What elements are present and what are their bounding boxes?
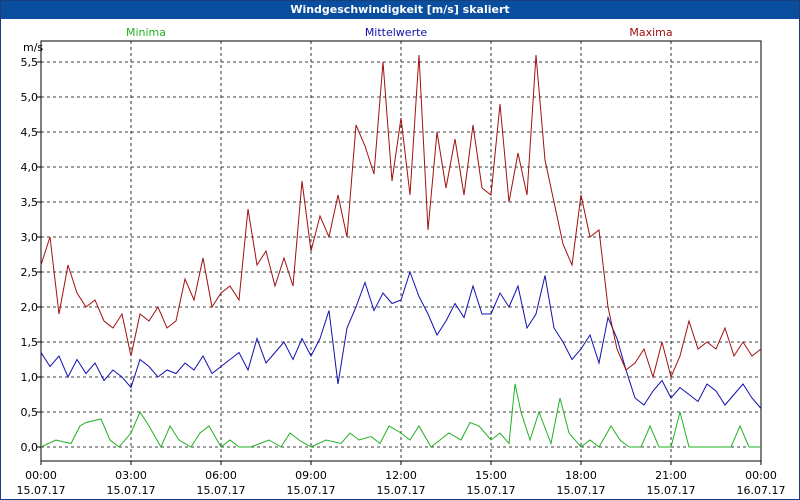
series-line-mittelwerte <box>40 270 762 409</box>
y-tick-label: 4,5 <box>21 126 39 139</box>
legend: Minima Mittelwerte Maxima <box>126 26 673 39</box>
x-tick-date: 15.07.17 <box>557 484 606 497</box>
series-line-maxima <box>40 54 762 379</box>
x-tick-date: 15.07.17 <box>197 484 246 497</box>
x-tick-date: 15.07.17 <box>467 484 516 497</box>
y-tick-label: 4,0 <box>21 161 39 174</box>
x-tick-time: 00:00 <box>25 469 57 482</box>
y-tick-label: 3,5 <box>21 196 39 209</box>
x-tick-time: 12:00 <box>385 469 417 482</box>
x-tick-date: 15.07.17 <box>377 484 426 497</box>
y-tick-label: 3,0 <box>21 231 39 244</box>
legend-mittelwerte: Mittelwerte <box>365 26 428 39</box>
x-tick-date: 15.07.17 <box>287 484 336 497</box>
legend-minima: Minima <box>126 26 166 39</box>
legend-maxima: Maxima <box>629 26 672 39</box>
x-tick-time: 09:00 <box>295 469 327 482</box>
axes: 0,0 0,5 1,0 1,5 2,0 2,5 3,0 3,5 4,0 4,5 5,0 5,5 00:0… <box>17 40 786 497</box>
grid <box>40 41 762 461</box>
plot-area-border <box>40 40 762 462</box>
x-tick-date: 15.07.17 <box>17 484 66 497</box>
chart-title: Windgeschwindigkeit [m/s] skaliert <box>1 1 799 19</box>
y-tick-label: 1,0 <box>21 371 39 384</box>
x-tick-time: 18:00 <box>565 469 597 482</box>
x-tick-time: 06:00 <box>205 469 237 482</box>
y-tick-label: 2,5 <box>21 266 39 279</box>
y-tick-label: 2,0 <box>21 301 39 314</box>
x-tick-date: 15.07.17 <box>107 484 156 497</box>
x-tick-time: 21:00 <box>655 469 687 482</box>
x-tick-time: 15:00 <box>475 469 507 482</box>
x-tick-date: 15.07.17 <box>647 484 696 497</box>
y-tick-label: 5,5 <box>21 56 39 69</box>
x-tick-date: 16.07.17 <box>737 484 786 497</box>
y-axis-label: m/s <box>23 41 43 54</box>
series-line-minima <box>40 383 761 449</box>
series-group <box>40 54 762 449</box>
y-tick-label: 0,5 <box>21 406 39 419</box>
y-tick-label: 5,0 <box>21 91 39 104</box>
x-tick-time: 00:00 <box>745 469 777 482</box>
y-tick-label: 0,0 <box>21 441 39 454</box>
y-tick-label: 1,5 <box>21 336 39 349</box>
x-tick-time: 03:00 <box>115 469 147 482</box>
